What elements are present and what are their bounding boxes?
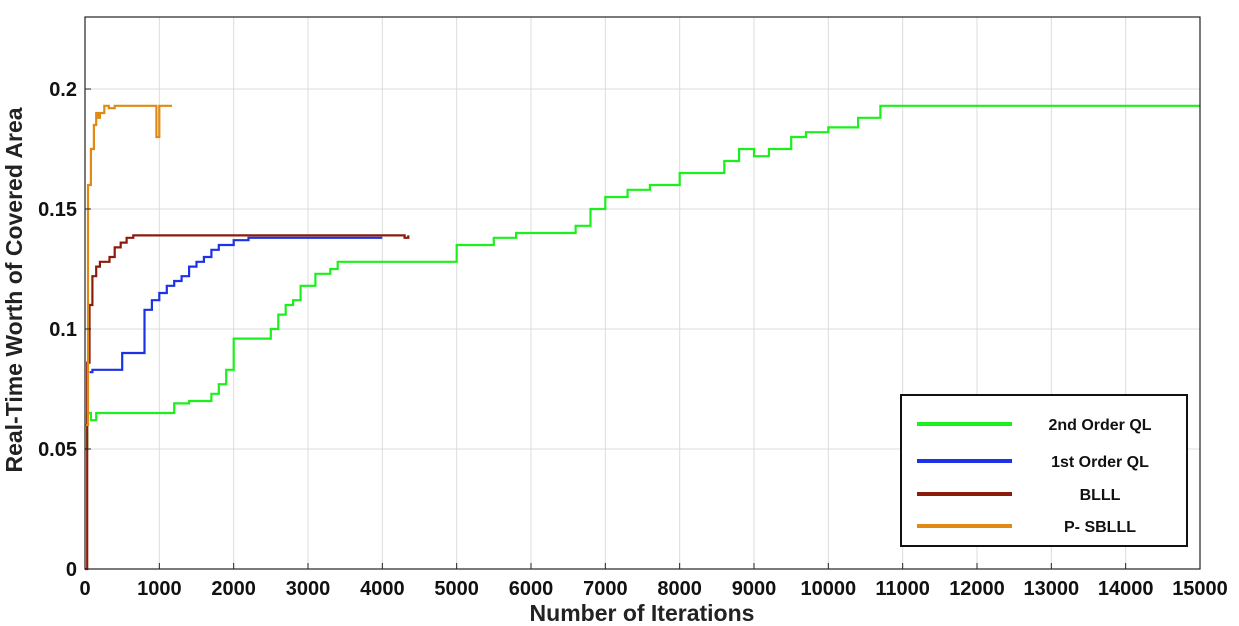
legend-label: BLLL xyxy=(1080,487,1121,504)
legend-box xyxy=(900,394,1188,547)
plot-frame xyxy=(84,16,1201,570)
x-tick-label: 12000 xyxy=(949,578,1005,600)
y-tick-labels: 0 0.05 0.1 0.15 0.2 xyxy=(38,79,91,581)
x-tick-label: 11000 xyxy=(875,578,930,600)
series-line-p-sblll xyxy=(85,104,172,427)
x-tick-label: 9000 xyxy=(732,578,777,600)
legend-label: P- SBLLL xyxy=(1064,519,1136,536)
series-line-1st-order-ql xyxy=(89,236,383,374)
legend: 2nd Order QL 1st Order QL BLLL P- SBLLL xyxy=(900,394,1188,547)
x-tick-label: 6000 xyxy=(509,578,554,600)
x-tick-label: 2000 xyxy=(211,578,256,600)
series-line-2nd-order-ql xyxy=(85,104,1200,451)
x-tick-label: 15000 xyxy=(1172,578,1228,600)
x-tick-label: 13000 xyxy=(1024,578,1080,600)
x-tick-label: 5000 xyxy=(434,578,479,600)
x-tick-label: 3000 xyxy=(286,578,331,600)
y-tick-label: 0.2 xyxy=(49,79,77,101)
x-tick-label: 10000 xyxy=(801,578,857,600)
y-tick-label: 0.1 xyxy=(49,319,77,341)
x-tick-label: 7000 xyxy=(583,578,628,600)
y-tick-label: 0.05 xyxy=(38,439,77,461)
y-tick-label: 0 xyxy=(66,559,77,581)
legend-label: 1st Order QL xyxy=(1051,454,1149,471)
x-tick-label: 0 xyxy=(79,578,90,600)
x-tick-label: 14000 xyxy=(1098,578,1154,600)
legend-label: 2nd Order QL xyxy=(1048,417,1151,434)
x-tick-label: 4000 xyxy=(360,578,405,600)
series-line-blll xyxy=(85,234,410,571)
y-tick-label: 0.15 xyxy=(38,199,77,221)
x-axis-title: Number of Iterations xyxy=(530,600,755,626)
x-tick-labels: 0 1000 2000 3000 4000 5000 6000 7000 8000 9000 100… xyxy=(79,563,1228,600)
x-tick-label: 1000 xyxy=(137,578,182,600)
y-axis-title: Real-Time Worth of Covered Area xyxy=(1,107,27,472)
series-lines xyxy=(85,104,1200,571)
x-tick-label: 8000 xyxy=(657,578,702,600)
